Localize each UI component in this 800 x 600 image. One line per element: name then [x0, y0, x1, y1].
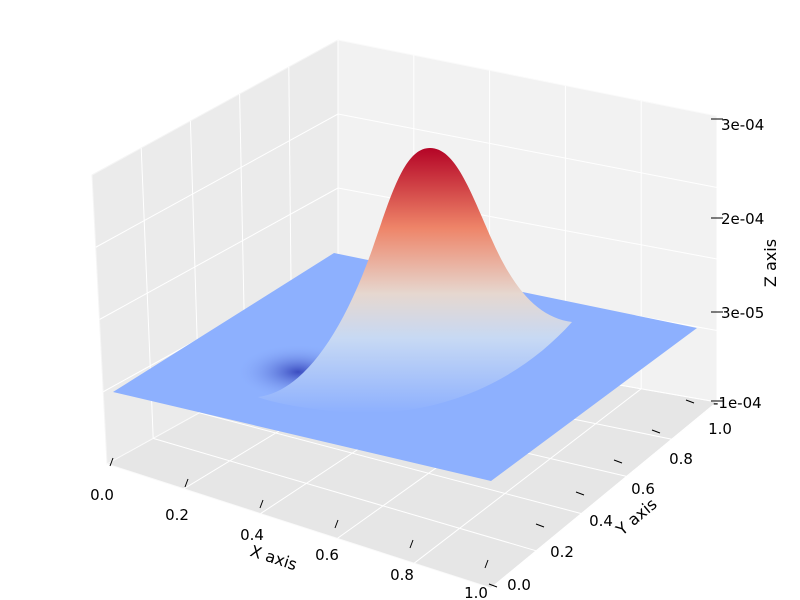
y-tick-mark [651, 429, 661, 434]
floor-grid-y [199, 412, 582, 515]
floor-grid-y [153, 437, 537, 552]
y-tick-label: 1.0 [708, 420, 732, 438]
left-wall-grid [99, 187, 339, 320]
y-tick-label: 0.2 [550, 543, 574, 561]
floor-grid-x [413, 388, 642, 564]
x-tick-mark [484, 559, 489, 569]
y-tick-mark [685, 399, 695, 404]
x-tick-label: 0.4 [240, 526, 264, 544]
surface-peak [258, 148, 572, 414]
y-tick-label: 0.4 [589, 512, 613, 530]
x-tick-mark [109, 457, 114, 467]
x-tick-label: 0.8 [390, 566, 414, 584]
x-tick-label: 1.0 [464, 584, 488, 600]
z-axis-label: Z axis [761, 239, 780, 287]
x-tick-mark [409, 539, 414, 549]
x-axis-label: X axis [248, 541, 300, 574]
surface [113, 148, 697, 481]
y-tick-label: 0.0 [507, 576, 531, 594]
y-tick-label: 0.8 [669, 450, 693, 468]
tick-marks [109, 118, 723, 588]
floor-grid-x [490, 401, 718, 589]
y-tick-mark [488, 583, 498, 588]
y-tick-mark [613, 459, 623, 464]
right-wall-grid [337, 113, 718, 188]
z-tick-label: 3e-05 [721, 304, 764, 322]
left-wall-grid [95, 113, 339, 248]
x-tick-mark [259, 499, 264, 509]
x-tick-mark [184, 478, 189, 488]
x-tick-mark [334, 519, 339, 529]
y-tick-label: 0.6 [631, 480, 655, 498]
z-tick-label: 2e-04 [721, 210, 764, 228]
y-tick-mark [575, 491, 585, 496]
tick-labels: 0.0 0.2 0.4 0.6 0.8 1.0 0.0 0.2 0.4 0.6 0.8 1.0 -1e-… [90, 116, 764, 600]
y-tick-mark [535, 523, 545, 528]
x-tick-label: 0.2 [165, 506, 189, 524]
z-tick-label: 3e-04 [721, 116, 764, 134]
z-tick-label: -1e-04 [713, 394, 762, 412]
x-tick-label: 0.0 [90, 486, 114, 504]
y-axis-label: Y axis [612, 494, 661, 539]
x-tick-label: 0.6 [315, 546, 339, 564]
